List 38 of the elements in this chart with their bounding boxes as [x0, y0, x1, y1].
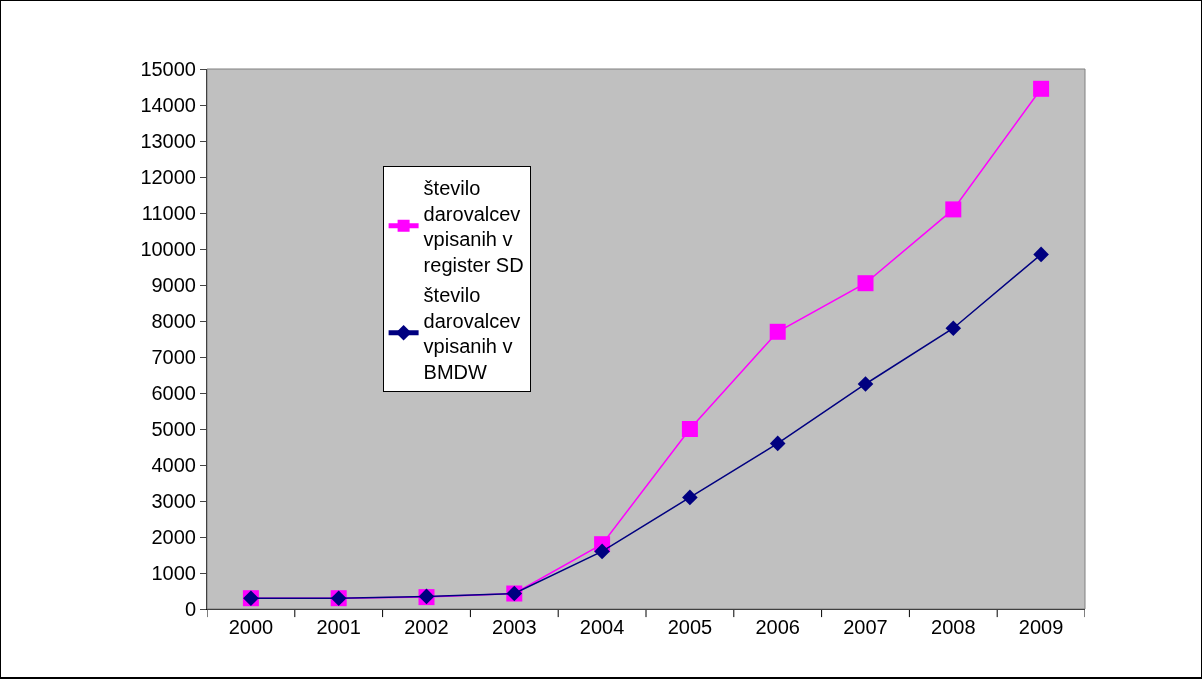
y-tick-label: 2000: [151, 526, 196, 548]
y-tick-label: 13000: [140, 130, 196, 152]
x-tick-label: 2009: [1018, 616, 1064, 638]
y-tick-label: 0: [184, 598, 196, 620]
x-tick-label: 2008: [931, 616, 976, 638]
point: [945, 320, 962, 336]
y-tick-label: 9000: [151, 274, 196, 296]
x-tick-label: 2006: [755, 616, 800, 638]
legend-label: število darovalcev vpisanih v BMDW: [423, 283, 521, 384]
x-tick-label: 2004: [579, 616, 625, 638]
x-tick-label: 2003: [492, 616, 537, 638]
x-tick-label: 2002: [404, 616, 449, 638]
point: [857, 275, 874, 292]
x-tick-label: 2000: [228, 616, 274, 638]
y-tick-label: 7000: [151, 346, 196, 368]
point: [682, 489, 698, 506]
x-tick-label: 2001: [316, 616, 361, 638]
y-tick-label: 14000: [140, 94, 196, 116]
y-tick-label: 6000: [151, 382, 196, 404]
point: [769, 323, 786, 340]
point: [1033, 80, 1050, 97]
point: [681, 421, 698, 437]
y-tick-label: 12000: [140, 166, 196, 188]
point: [1033, 246, 1049, 263]
x-tick-label: 2005: [667, 616, 713, 638]
point: [945, 201, 962, 218]
point: [857, 376, 874, 392]
y-tick-label: 8000: [151, 310, 196, 332]
x-tick-label: 2007: [843, 616, 888, 638]
point: [594, 543, 610, 560]
y-tick-label: 10000: [140, 238, 196, 260]
y-tick-label: 11000: [141, 202, 196, 224]
y-tick-label: 15000: [140, 58, 196, 80]
y-tick-label: 5000: [151, 418, 196, 440]
y-tick-label: 4000: [151, 454, 196, 476]
y-tick-label: 3000: [151, 490, 196, 512]
point: [769, 435, 786, 452]
y-tick-label: 1000: [151, 562, 196, 584]
